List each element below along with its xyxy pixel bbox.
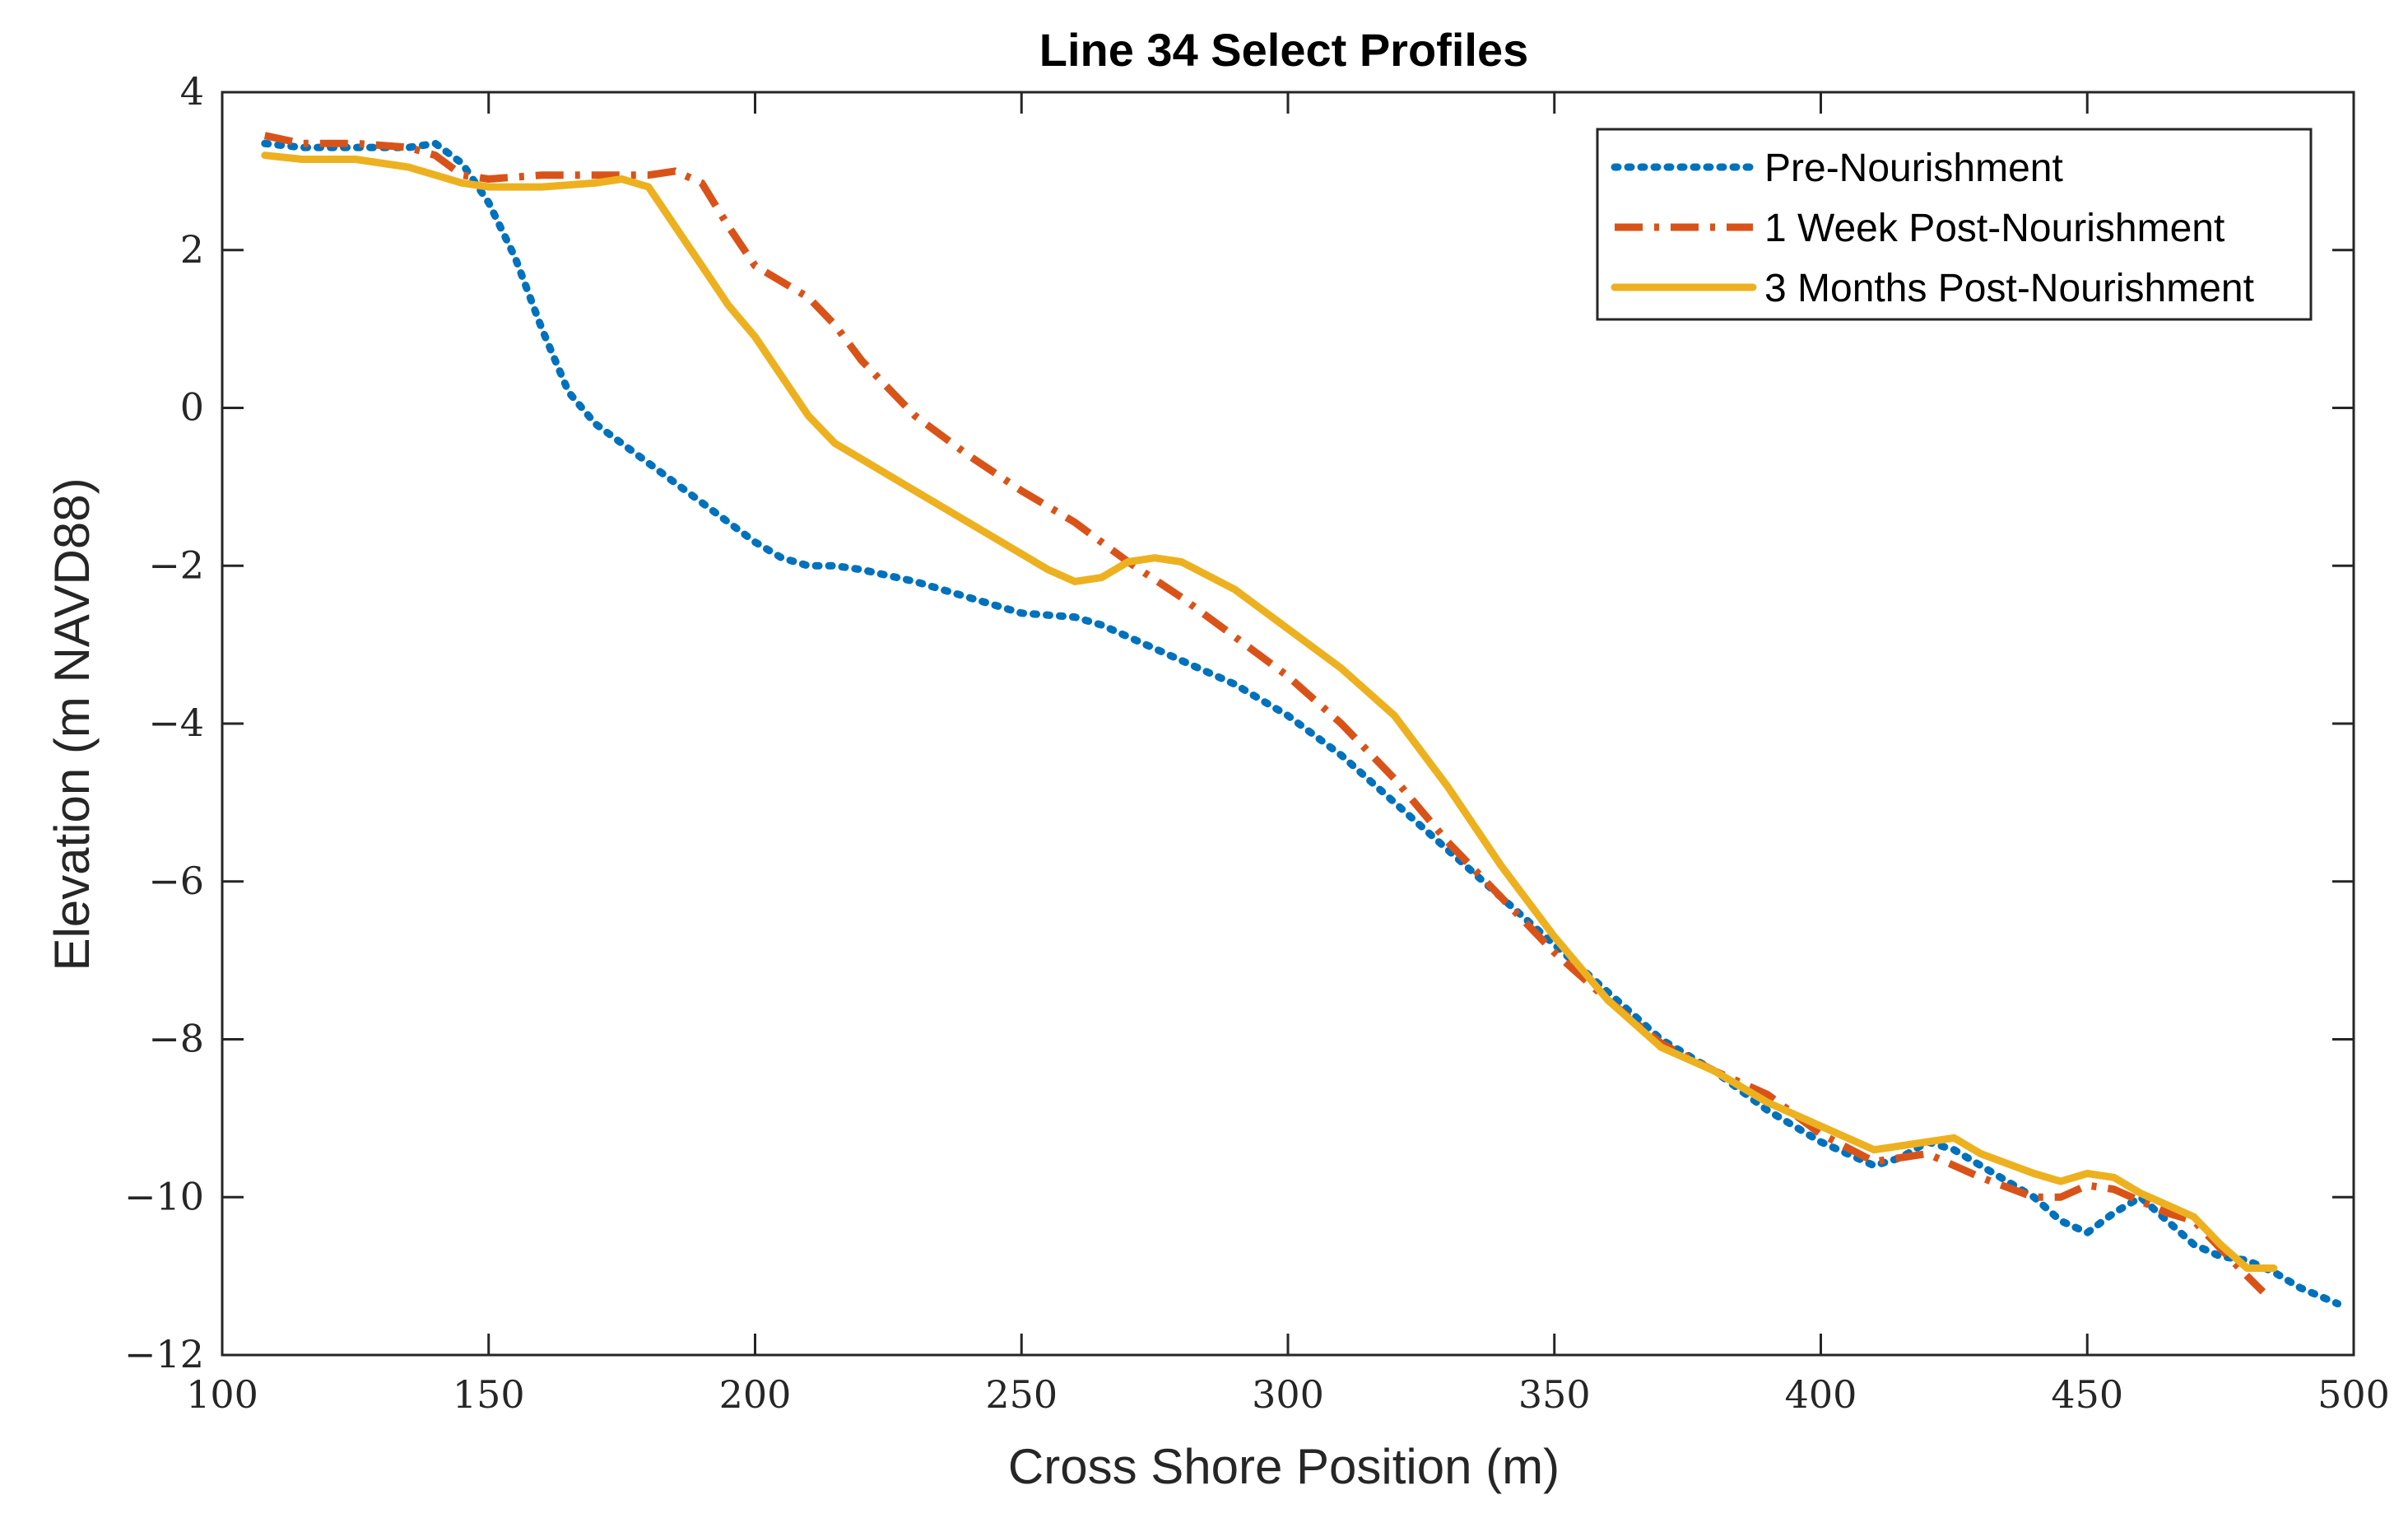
y-tick-label: −6 — [148, 859, 204, 903]
y-tick-labels: 4 2 0 −2 −4 −6 −8 −10 −12 — [124, 69, 204, 1376]
x-tick-label: 400 — [1785, 1372, 1857, 1417]
y-tick-label: 0 — [180, 385, 204, 430]
legend-label-3: 3 Months Post-Nourishment — [1764, 267, 2254, 310]
series-line-3 — [261, 151, 2278, 1272]
x-tick-label: 500 — [2317, 1372, 2390, 1417]
y-tick-label: −10 — [124, 1174, 204, 1218]
chart-title: Line 34 Select Profiles — [1039, 24, 1528, 76]
legend-label-1: Pre-Nourishment — [1764, 147, 2063, 190]
y-tick-label: 2 — [180, 227, 204, 272]
x-axis-label: Cross Shore Position (m) — [1008, 1439, 1560, 1494]
y-tick-label: −12 — [124, 1332, 204, 1376]
x-tick-label: 300 — [1252, 1372, 1324, 1417]
y-tick-label: −4 — [148, 701, 204, 745]
x-tick-labels: 100 150 200 250 300 350 400 450 500 — [186, 1372, 2390, 1417]
series-line-2 — [263, 132, 2266, 1295]
x-tick-label: 350 — [1518, 1372, 1591, 1417]
y-tick-label: −8 — [148, 1017, 204, 1061]
y-tick-label: 4 — [180, 69, 204, 114]
series-line-1 — [261, 139, 2342, 1308]
legend-label-2: 1 Week Post-Nourishment — [1764, 207, 2224, 250]
x-tick-label: 250 — [985, 1372, 1058, 1417]
y-tick-label: −2 — [148, 542, 204, 587]
legend: Pre-Nourishment 1 Week Post-Nourishment 3 … — [1596, 128, 2313, 321]
x-tick-label: 200 — [719, 1372, 792, 1417]
x-tick-label: 150 — [453, 1372, 525, 1417]
x-tick-label: 450 — [2051, 1372, 2123, 1417]
y-axis-label: Elevation (m NAVD88) — [44, 477, 100, 971]
axis-ticks — [221, 91, 2355, 1357]
x-tick-label: 100 — [186, 1372, 258, 1417]
